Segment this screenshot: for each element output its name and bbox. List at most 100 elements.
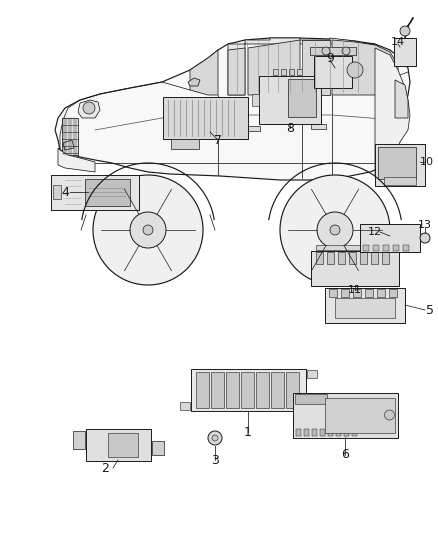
Bar xyxy=(377,288,385,296)
Circle shape xyxy=(93,175,203,285)
Bar xyxy=(384,177,416,185)
Circle shape xyxy=(400,26,410,36)
Bar xyxy=(280,69,286,75)
Bar xyxy=(353,288,361,296)
Bar xyxy=(394,38,416,66)
Bar xyxy=(73,431,85,449)
Bar xyxy=(51,174,139,209)
Bar xyxy=(378,147,416,179)
Bar xyxy=(349,252,356,263)
Bar xyxy=(326,252,333,263)
Bar xyxy=(311,251,399,286)
Text: 3: 3 xyxy=(211,454,219,466)
Bar xyxy=(336,429,341,436)
Circle shape xyxy=(143,225,153,235)
Text: 7: 7 xyxy=(214,133,222,147)
Bar xyxy=(352,429,357,436)
Bar xyxy=(403,245,409,251)
Circle shape xyxy=(385,410,395,420)
Bar xyxy=(338,252,345,263)
Bar xyxy=(289,69,293,75)
Bar xyxy=(320,429,325,436)
Bar xyxy=(325,398,395,432)
Polygon shape xyxy=(248,40,300,95)
Polygon shape xyxy=(332,40,398,95)
Bar xyxy=(53,185,61,199)
Circle shape xyxy=(342,47,350,55)
Bar xyxy=(152,441,163,455)
Bar xyxy=(191,369,305,411)
Bar xyxy=(226,372,239,408)
Circle shape xyxy=(322,47,330,55)
Polygon shape xyxy=(188,78,200,86)
Circle shape xyxy=(83,102,95,114)
Bar xyxy=(381,252,389,263)
Polygon shape xyxy=(228,48,245,95)
Bar xyxy=(293,392,398,438)
Text: 2: 2 xyxy=(101,462,109,474)
Bar xyxy=(85,429,151,461)
Bar xyxy=(62,118,78,155)
Bar xyxy=(312,429,317,436)
Circle shape xyxy=(347,62,363,78)
Bar xyxy=(389,288,397,296)
Bar xyxy=(211,372,223,408)
Polygon shape xyxy=(63,140,74,150)
Bar xyxy=(294,393,326,403)
Text: 10: 10 xyxy=(420,157,434,167)
Circle shape xyxy=(330,225,340,235)
Text: 4: 4 xyxy=(61,185,69,198)
Bar xyxy=(315,252,322,263)
Bar xyxy=(296,429,301,436)
Text: 9: 9 xyxy=(326,52,334,64)
Polygon shape xyxy=(228,38,375,95)
Bar xyxy=(240,372,254,408)
Bar xyxy=(304,429,309,436)
Bar xyxy=(310,47,356,55)
Circle shape xyxy=(280,175,390,285)
Bar xyxy=(259,76,321,124)
Bar xyxy=(325,287,405,322)
Bar xyxy=(360,252,367,263)
Polygon shape xyxy=(375,48,410,175)
Text: 11: 11 xyxy=(348,285,362,295)
Polygon shape xyxy=(302,40,330,95)
Bar xyxy=(162,97,247,139)
Bar xyxy=(195,372,208,408)
Text: 8: 8 xyxy=(286,122,294,134)
Text: 5: 5 xyxy=(426,303,434,317)
Bar xyxy=(375,144,425,186)
Bar xyxy=(373,245,379,251)
Circle shape xyxy=(317,212,353,248)
Bar xyxy=(311,124,325,128)
Bar xyxy=(288,79,316,117)
Polygon shape xyxy=(395,80,408,118)
Bar xyxy=(393,245,399,251)
Bar xyxy=(244,125,259,131)
Bar xyxy=(371,252,378,263)
Text: 12: 12 xyxy=(368,227,382,237)
Circle shape xyxy=(208,431,222,445)
Bar xyxy=(360,224,420,252)
Bar xyxy=(272,69,278,75)
Polygon shape xyxy=(58,148,95,172)
Polygon shape xyxy=(190,50,218,95)
Bar xyxy=(314,56,352,88)
Bar xyxy=(335,298,395,318)
Bar xyxy=(329,288,337,296)
Bar xyxy=(85,179,130,206)
Text: 14: 14 xyxy=(391,37,405,47)
Bar xyxy=(328,429,333,436)
Bar xyxy=(316,245,394,250)
Bar xyxy=(363,245,369,251)
Bar xyxy=(255,372,268,408)
Bar xyxy=(271,372,283,408)
Text: 1: 1 xyxy=(244,425,252,439)
Bar xyxy=(344,429,349,436)
Circle shape xyxy=(420,233,430,243)
Bar xyxy=(251,94,258,106)
Circle shape xyxy=(130,212,166,248)
Text: 6: 6 xyxy=(341,448,349,462)
Bar xyxy=(383,245,389,251)
Bar xyxy=(180,402,190,410)
